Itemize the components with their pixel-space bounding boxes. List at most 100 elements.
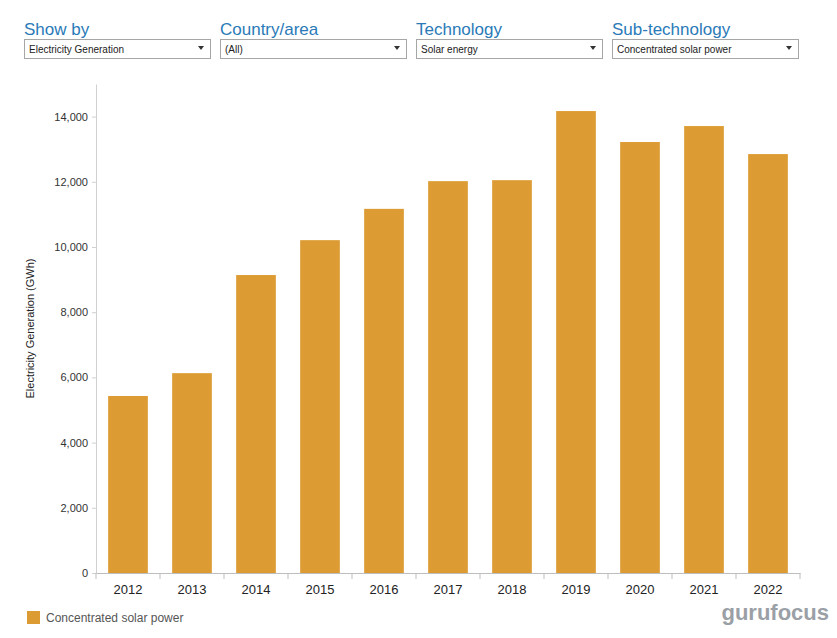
y-tick: 6,000	[60, 371, 96, 383]
category-separator	[288, 573, 289, 579]
category-separator	[800, 573, 801, 579]
dropdown[interactable]: Electricity Generation	[25, 40, 211, 59]
x-tick: 2018	[498, 573, 527, 597]
x-tick-label: 2017	[434, 582, 463, 597]
bar	[748, 154, 788, 573]
control-label: Country/area	[220, 20, 319, 39]
x-tick-label: 2019	[562, 582, 591, 597]
y-tick-label: 10,000	[54, 241, 88, 253]
y-tick-label: 2,000	[60, 502, 88, 514]
y-tick-label: 0	[82, 567, 88, 579]
dropdown-arrow[interactable]	[590, 46, 596, 50]
chart: Show by Electricity Generation Country/are…	[0, 0, 837, 638]
y-tick-mark	[92, 312, 96, 313]
x-tick-label: 2021	[690, 582, 719, 597]
dropdown[interactable]: (All)	[221, 40, 407, 59]
y-tick-label: 4,000	[60, 437, 88, 449]
y-tick: 0	[82, 567, 96, 579]
x-axis-line	[97, 573, 801, 574]
category-separator	[544, 573, 545, 579]
category-separator	[352, 573, 353, 579]
x-tick-label: 2020	[626, 582, 655, 597]
category-separator	[480, 573, 481, 579]
bar	[620, 142, 660, 573]
x-tick-label: 2018	[498, 582, 527, 597]
x-tick: 2022	[754, 573, 783, 597]
x-tick-label: 2012	[114, 582, 143, 597]
dropdown-box[interactable]	[417, 40, 603, 59]
y-axis-line	[96, 85, 97, 574]
y-tick: 8,000	[60, 306, 96, 318]
x-tick: 2016	[370, 573, 399, 597]
y-tick-label: 8,000	[60, 306, 88, 318]
bar	[556, 111, 596, 573]
y-tick: 2,000	[60, 502, 96, 514]
dropdown-arrow[interactable]	[394, 46, 400, 50]
category-separator	[160, 573, 161, 579]
x-tick: 2013	[178, 573, 207, 597]
bar	[300, 240, 340, 573]
y-tick: 4,000	[60, 437, 96, 449]
plot	[108, 111, 788, 573]
dropdown-value[interactable]: Electricity Generation	[29, 44, 124, 55]
control-label: Show by	[24, 20, 90, 39]
y-tick: 12,000	[54, 176, 96, 188]
x-tick-label: 2014	[242, 582, 271, 597]
y-tick-mark	[92, 377, 96, 378]
category-separator	[96, 573, 97, 579]
dropdown[interactable]: Concentrated solar power	[613, 40, 799, 59]
dropdown-arrow[interactable]	[198, 46, 204, 50]
control-label: Technology	[416, 20, 503, 39]
x-tick: 2019	[562, 573, 591, 597]
x-tick-label: 2022	[754, 582, 783, 597]
x-tick: 2021	[690, 573, 719, 597]
x-tick: 2020	[626, 573, 655, 597]
y-tick-mark	[92, 182, 96, 183]
bar	[364, 209, 404, 573]
dropdown-arrow[interactable]	[786, 46, 792, 50]
y-axis: 0 2,000 4,000 6,000 8,000 10,000 12,000 14,000	[54, 85, 96, 580]
x-axis: 2012 2013 2014 2015 2016 2017 2018 2019 2020 2021…	[96, 573, 801, 597]
y-tick-label: 6,000	[60, 371, 88, 383]
y-tick-mark	[92, 508, 96, 509]
category-separator	[736, 573, 737, 579]
bar	[108, 396, 148, 573]
legend: Concentrated solar power	[27, 611, 183, 625]
category-separator	[672, 573, 673, 579]
category-separator	[608, 573, 609, 579]
bar	[684, 126, 724, 573]
bar	[492, 180, 532, 573]
x-tick-label: 2013	[178, 582, 207, 597]
y-tick-label: 12,000	[54, 176, 88, 188]
x-tick: 2014	[242, 573, 271, 597]
y-tick-mark	[92, 573, 96, 574]
dropdown[interactable]: Solar energy	[417, 40, 603, 59]
bar	[236, 275, 276, 573]
y-tick-mark	[92, 443, 96, 444]
y-tick-label: 14,000	[54, 111, 88, 123]
watermark: gurufocus	[721, 600, 829, 625]
category-separator	[224, 573, 225, 579]
x-tick-label: 2016	[370, 582, 399, 597]
y-tick-mark	[92, 247, 96, 248]
controls: Show by Electricity Generation Country/are…	[24, 20, 799, 59]
x-tick: 2017	[434, 573, 463, 597]
x-tick: 2015	[306, 573, 335, 597]
bar	[428, 181, 468, 573]
dropdown-value[interactable]: (All)	[225, 44, 243, 55]
control-label: Sub-technology	[612, 20, 731, 39]
y-axis-title: Electricity Generation (GWh)	[24, 259, 36, 399]
legend-label: Concentrated solar power	[46, 611, 183, 625]
y-tick: 10,000	[54, 241, 96, 253]
dropdown-box[interactable]	[221, 40, 407, 59]
y-tick: 14,000	[54, 111, 96, 123]
x-tick-label: 2015	[306, 582, 335, 597]
bar	[172, 373, 212, 573]
dropdown-value[interactable]: Concentrated solar power	[617, 44, 732, 55]
dropdown-box[interactable]	[613, 40, 799, 59]
dropdown-value[interactable]: Solar energy	[421, 44, 478, 55]
category-separator	[416, 573, 417, 579]
x-tick: 2012	[114, 573, 143, 597]
y-tick-mark	[92, 117, 96, 118]
dropdown-box[interactable]	[25, 40, 211, 59]
